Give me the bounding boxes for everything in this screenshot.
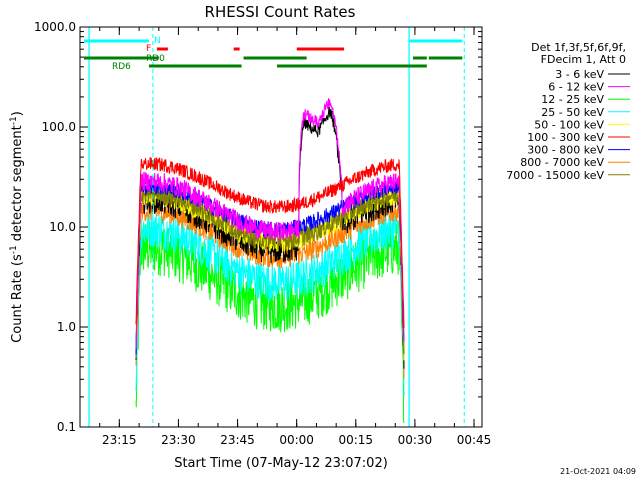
legend-label-7: 800 - 7000 keV	[520, 156, 604, 169]
legend-label-1: 6 - 12 keV	[548, 81, 604, 94]
legend-label-2: 12 - 25 keV	[541, 93, 604, 106]
x-tick-label-2: 23:45	[220, 433, 255, 447]
x-tick-label-4: 00:15	[338, 433, 373, 447]
legend-label-3: 25 - 50 keV	[541, 106, 604, 119]
legend: Det 1f,3f,5f,6f,9f, FDecim 1, Att 0 3 - …	[506, 41, 630, 182]
y-tick-label-2: 10.0	[49, 220, 76, 234]
legend-label-5: 100 - 300 keV	[527, 131, 604, 144]
y-tick-label-1: 1.0	[57, 320, 76, 334]
chart-title: RHESSI Count Rates	[205, 3, 356, 21]
flag-label-f: F	[146, 44, 151, 54]
x-tick-label-5: 00:30	[398, 433, 433, 447]
legend-label-6: 300 - 800 keV	[527, 144, 604, 157]
legend-label-0: 3 - 6 keV	[555, 68, 604, 81]
series-line-3	[135, 210, 405, 397]
series-line-5	[135, 156, 405, 329]
legend-header-line-2: FDecim 1, Att 0	[541, 53, 626, 66]
x-tick-label-3: 00:00	[279, 433, 314, 447]
series-lines	[135, 98, 405, 424]
flag-label-n: N	[154, 36, 161, 46]
legend-label-8: 7000 - 15000 keV	[506, 169, 604, 182]
series-line-1	[135, 98, 405, 349]
state-flag-bars: N F RD0 RD6	[83, 36, 463, 72]
y-tick-label-3: 100.0	[42, 120, 76, 134]
x-tick-label-0: 23:15	[102, 433, 137, 447]
instrument-state-lines	[88, 27, 465, 427]
x-axis-label: Start Time (07-May-12 23:07:02)	[174, 456, 388, 471]
legend-header-line-1: Det 1f,3f,5f,6f,9f,	[531, 41, 626, 54]
legend-label-4: 50 - 100 keV	[534, 118, 604, 131]
footer-date: 21-Oct-2021 04:09	[560, 467, 636, 476]
y-tick-label-0: 0.1	[57, 420, 76, 434]
y-axis-label: Count Rate (s-1detector segment-1)	[9, 111, 25, 343]
x-axis-ticks: 23:15 23:30 23:45 00:00 00:15 00:30 00:45	[79, 27, 492, 447]
flag-label-rd6: RD6	[112, 62, 131, 72]
y-tick-label-4: 1000.0	[34, 20, 76, 34]
x-tick-label-6: 00:45	[457, 433, 492, 447]
x-tick-label-1: 23:30	[161, 433, 196, 447]
y-axis-ticks: 0.1 1.0 10.0 100.0 1000.0	[34, 20, 482, 434]
series-line-7	[135, 199, 405, 379]
